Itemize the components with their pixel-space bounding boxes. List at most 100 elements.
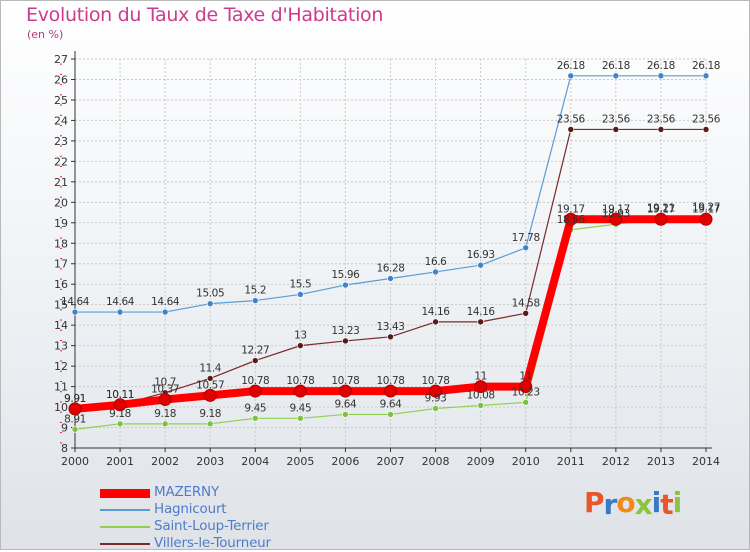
data-label-mazerny: 10.78 [422, 375, 450, 387]
y-tick-label: 12 [54, 360, 68, 373]
y-tick-label: 23 [54, 135, 68, 148]
point-saint-loup-terrier [522, 399, 530, 406]
data-label-villers-le-tourneur: 13.43 [376, 321, 404, 333]
point-saint-loup-terrier [477, 402, 484, 409]
data-label-saint-loup-terrier: 18.66 [557, 214, 586, 226]
data-label-saint-loup-terrier: 9.45 [244, 402, 266, 414]
point-villers-le-tourneur [612, 126, 620, 133]
data-label-villers-le-tourneur: 14.16 [467, 306, 496, 318]
y-tick-label: 25 [54, 94, 68, 107]
x-tick-label: 2013 [647, 455, 675, 468]
point-mazerny [609, 212, 623, 226]
point-saint-loup-terrier [387, 411, 394, 418]
point-mazerny [113, 398, 127, 412]
data-label-hagnicourt: 16.93 [467, 249, 495, 261]
x-tick-label: 2003 [196, 455, 224, 468]
x-tick-label: 2005 [286, 455, 314, 468]
point-villers-le-tourneur [432, 318, 439, 326]
data-label-hagnicourt: 15.2 [244, 285, 266, 297]
data-label-villers-le-tourneur: 23.56 [647, 113, 676, 125]
data-label-mazerny: 19.17 [647, 203, 675, 215]
data-label-saint-loup-terrier: 10.23 [512, 386, 540, 398]
point-villers-le-tourneur [206, 375, 214, 382]
y-tick-label: 22 [54, 155, 68, 168]
data-label-villers-le-tourneur: 23.56 [557, 113, 586, 125]
data-label-hagnicourt: 15.05 [196, 288, 224, 300]
data-label-saint-loup-terrier: 19.21 [647, 202, 675, 214]
data-label-hagnicourt: 17.78 [512, 232, 540, 244]
data-label-saint-loup-terrier: 9.18 [199, 408, 221, 420]
legend-swatch [100, 543, 150, 545]
x-tick-label: 2011 [557, 455, 585, 468]
point-mazerny [654, 212, 668, 226]
data-label-villers-le-tourneur: 10.7 [154, 377, 176, 389]
y-tick-label: 15 [54, 299, 68, 312]
point-hagnicourt [206, 300, 214, 307]
logo-letter: i [651, 486, 662, 519]
legend-swatch [100, 488, 150, 498]
data-label-saint-loup-terrier: 9.18 [109, 408, 131, 420]
data-label-villers-le-tourneur: 12.27 [241, 345, 269, 357]
y-tick-label: 21 [54, 176, 68, 189]
point-hagnicourt [567, 72, 575, 80]
y-tick-label: 8 [61, 442, 68, 455]
data-label-villers-le-tourneur: 23.56 [692, 113, 721, 125]
point-mazerny [564, 212, 578, 226]
legend-label: Villers-le-Tourneur [154, 535, 271, 551]
x-tick-label: 2002 [151, 455, 179, 468]
logo-letter: x [634, 488, 653, 521]
data-label-hagnicourt: 16.28 [376, 262, 404, 274]
data-label-mazerny: 10.78 [376, 375, 404, 387]
y-tick-label: 20 [54, 196, 68, 209]
data-label-mazerny: 19.17 [602, 203, 630, 215]
proxiti-logo: Proxiti [584, 486, 682, 521]
legend-swatch [100, 509, 150, 511]
point-mazerny [384, 384, 397, 398]
data-label-saint-loup-terrier: 9.64 [380, 398, 402, 410]
chart-subtitle: (en %) [27, 28, 64, 41]
data-label-saint-loup-terrier: 9.64 [335, 398, 357, 410]
point-villers-le-tourneur [657, 126, 665, 133]
y-tick-label: 24 [54, 114, 68, 127]
legend-swatch [100, 526, 150, 528]
data-label-mazerny: 11 [474, 371, 487, 383]
point-villers-le-tourneur [251, 357, 259, 364]
y-tick-label: 16 [54, 278, 68, 291]
data-label-saint-loup-terrier: 9.93 [425, 392, 447, 404]
data-label-saint-loup-terrier: 19.27 [692, 201, 720, 213]
point-hagnicourt [387, 275, 394, 282]
point-villers-le-tourneur [297, 342, 304, 349]
point-mazerny [158, 392, 172, 406]
data-label-mazerny: 10.78 [241, 375, 269, 387]
point-mazerny [474, 380, 488, 394]
data-label-villers-le-tourneur: 14.16 [422, 306, 451, 318]
data-label-villers-le-tourneur: 13 [294, 330, 307, 342]
point-hagnicourt [432, 268, 439, 276]
y-tick-label: 26 [54, 73, 68, 86]
data-label-villers-le-tourneur: 11.4 [199, 362, 221, 374]
point-villers-le-tourneur [342, 337, 349, 345]
data-label-mazerny: 10.78 [331, 375, 359, 387]
x-tick-label: 2014 [692, 455, 720, 468]
y-tick-label: 17 [54, 258, 68, 271]
data-label-mazerny: 11 [519, 371, 532, 383]
x-tick-label: 2012 [602, 455, 630, 468]
data-label-hagnicourt: 26.18 [557, 60, 585, 72]
point-mazerny [293, 384, 307, 398]
point-villers-le-tourneur [567, 126, 575, 133]
point-hagnicourt [161, 308, 169, 316]
point-saint-loup-terrier [161, 420, 169, 428]
y-tick-label: 13 [54, 340, 68, 353]
x-tick-label: 2001 [106, 455, 134, 468]
point-mazerny [699, 212, 713, 226]
point-mazerny [519, 380, 533, 394]
data-label-hagnicourt: 14.64 [61, 296, 90, 308]
x-tick-label: 2010 [512, 455, 540, 468]
point-hagnicourt [612, 72, 620, 80]
data-label-mazerny: 19.17 [692, 203, 720, 215]
y-tick-label: 14 [54, 319, 68, 332]
x-tick-label: 2009 [467, 455, 495, 468]
logo-letter: P [584, 486, 605, 519]
data-label-villers-le-tourneur: 14.58 [512, 297, 540, 309]
